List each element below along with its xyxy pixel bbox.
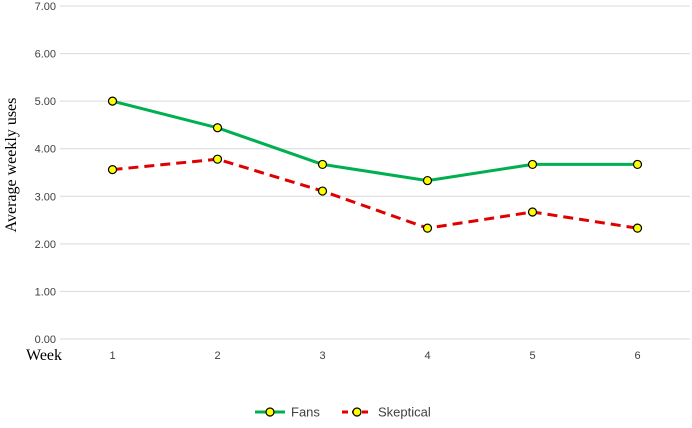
x-axis-ticks: 1 2 3 4 5 6 bbox=[109, 350, 640, 362]
data-point bbox=[527, 207, 538, 217]
x-tick-label: 6 bbox=[634, 350, 640, 362]
data-point bbox=[632, 159, 643, 170]
x-axis-title: Week bbox=[26, 347, 62, 364]
y-axis-ticks: 0.00 1.00 2.00 3.00 4.00 5.00 6.00 7.00 bbox=[35, 1, 56, 346]
data-point bbox=[212, 123, 223, 133]
x-tick-label: 3 bbox=[319, 350, 325, 362]
legend-label: Fans bbox=[291, 405, 320, 420]
y-tick-label: 5.00 bbox=[35, 96, 56, 108]
gridlines bbox=[60, 5, 690, 340]
data-point bbox=[317, 159, 328, 170]
data-point bbox=[212, 154, 223, 164]
data-point bbox=[527, 159, 538, 170]
y-tick-label: 4.00 bbox=[35, 144, 56, 156]
x-tick-label: 4 bbox=[424, 350, 430, 362]
x-tick-label: 1 bbox=[109, 350, 115, 362]
legend-marker bbox=[352, 407, 362, 417]
legend-label: Skeptical bbox=[378, 405, 431, 420]
series-line bbox=[112, 157, 638, 230]
y-tick-label: 6.00 bbox=[35, 49, 56, 61]
y-axis-title: Average weekly uses bbox=[3, 98, 20, 233]
data-point bbox=[317, 186, 328, 196]
legend: Fans Skeptical bbox=[255, 405, 431, 420]
y-tick-label: 1.00 bbox=[35, 286, 56, 298]
x-tick-label: 5 bbox=[529, 350, 535, 362]
legend-marker bbox=[265, 407, 275, 417]
y-tick-label: 7.00 bbox=[35, 1, 56, 13]
legend-item: Skeptical bbox=[342, 405, 431, 420]
y-tick-label: 0.00 bbox=[35, 334, 56, 346]
data-point bbox=[107, 165, 118, 175]
series-line bbox=[112, 99, 638, 183]
data-point bbox=[632, 223, 643, 233]
data-point bbox=[107, 96, 118, 106]
data-point bbox=[422, 223, 433, 233]
data-point bbox=[422, 175, 433, 186]
legend-item: Fans bbox=[255, 405, 320, 420]
series-fans bbox=[107, 96, 643, 186]
series-layer bbox=[107, 96, 643, 233]
y-tick-label: 2.00 bbox=[35, 239, 56, 251]
y-tick-label: 3.00 bbox=[35, 191, 56, 203]
x-tick-label: 2 bbox=[214, 350, 220, 362]
series-skeptical bbox=[107, 154, 643, 233]
